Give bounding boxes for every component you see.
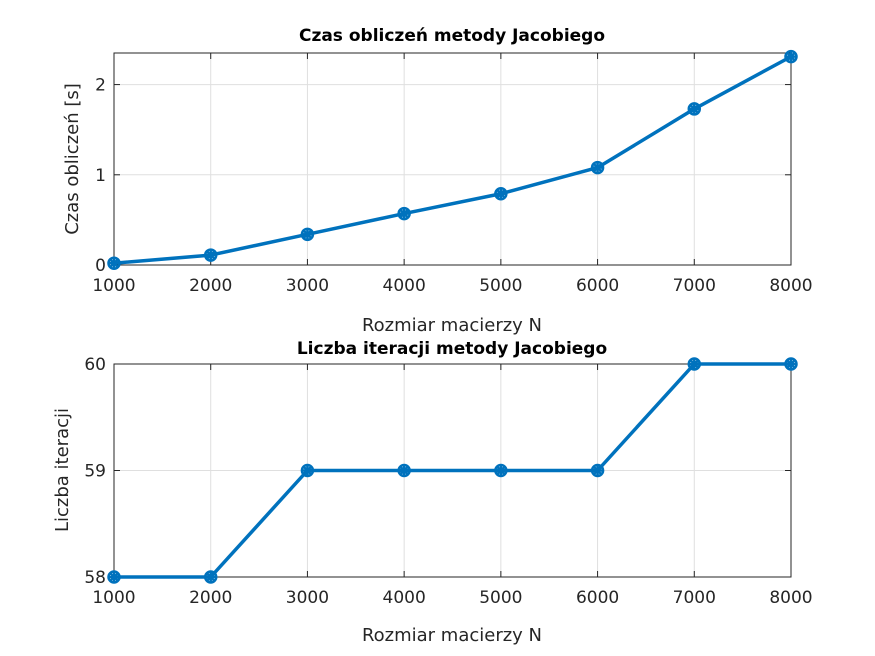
y-axis-label: Czas obliczeń [s] [62, 83, 83, 235]
x-tick-label: 1000 [92, 588, 135, 608]
data-point-stroke [689, 103, 700, 115]
data-point [397, 206, 411, 221]
data-point-stroke [205, 571, 216, 583]
data-point-stroke [399, 465, 410, 476]
x-tick-label: 7000 [673, 276, 716, 296]
data-point [300, 227, 315, 242]
x-tick-label: 5000 [479, 276, 522, 296]
data-point [494, 463, 508, 478]
data-point-stroke [205, 249, 216, 261]
x-tick-label: 8000 [769, 588, 812, 608]
y-tick-label: 1 [95, 166, 106, 186]
chart-title: Czas obliczeń metody Jacobiego [299, 26, 605, 46]
y-tick-label: 59 [84, 462, 106, 482]
x-tick-label: 7000 [673, 588, 716, 608]
chart-computation-time: Czas obliczeń metody Jacobiego Rozmiar m… [62, 26, 813, 336]
data-point-stroke [108, 571, 120, 583]
data-point [203, 570, 218, 584]
data-point [300, 463, 315, 478]
x-tick-label: 2000 [189, 276, 232, 296]
data-point [590, 160, 605, 175]
data-point [494, 186, 508, 201]
chart-iteration-count: Liczba iteracji metody Jacobiego Rozmiar… [52, 339, 813, 646]
data-point [590, 463, 605, 478]
y-tick-label: 0 [95, 256, 106, 276]
data-point-stroke [495, 188, 506, 199]
x-tick-label: 5000 [479, 588, 522, 608]
data-point-stroke [399, 208, 410, 219]
data-point [687, 102, 702, 116]
chart-title: Liczba iteracji metody Jacobiego [297, 339, 607, 359]
y-tick-label: 58 [84, 568, 106, 588]
data-point [397, 463, 411, 478]
data-point-stroke [592, 465, 603, 476]
series-line [114, 362, 791, 579]
x-tick-label: 8000 [769, 276, 812, 296]
x-tick-label: 3000 [286, 276, 329, 296]
y-axis-label: Liczba iteracji [52, 408, 73, 532]
grid-lines [113, 53, 792, 266]
data-point-stroke [108, 258, 120, 269]
data-point-stroke [302, 465, 313, 476]
x-axis-label: Rozmiar macierzy N [362, 315, 542, 336]
series-line [113, 55, 792, 265]
x-tick-label: 1000 [92, 276, 135, 296]
data-point-stroke [785, 51, 797, 62]
data-point [107, 570, 121, 584]
data-point-stroke [495, 465, 506, 476]
data-point [784, 49, 798, 64]
x-tick-label: 6000 [576, 276, 619, 296]
data-point [107, 256, 121, 270]
x-tick-label: 4000 [383, 588, 426, 608]
x-axis-label: Rozmiar macierzy N [362, 625, 542, 646]
data-point [687, 357, 702, 371]
data-point [203, 248, 218, 262]
data-point-stroke [302, 229, 313, 240]
x-tick-label: 6000 [576, 588, 619, 608]
data-point-stroke [592, 162, 603, 173]
x-tick-label: 3000 [286, 588, 329, 608]
data-point-stroke [785, 358, 797, 370]
y-tick-label: 2 [95, 76, 106, 96]
x-tick-label: 4000 [383, 276, 426, 296]
data-point [784, 357, 798, 371]
x-tick-label: 2000 [189, 588, 232, 608]
plot-area-frame [113, 52, 792, 266]
data-point-stroke [689, 358, 700, 370]
y-tick-label: 60 [84, 355, 106, 375]
